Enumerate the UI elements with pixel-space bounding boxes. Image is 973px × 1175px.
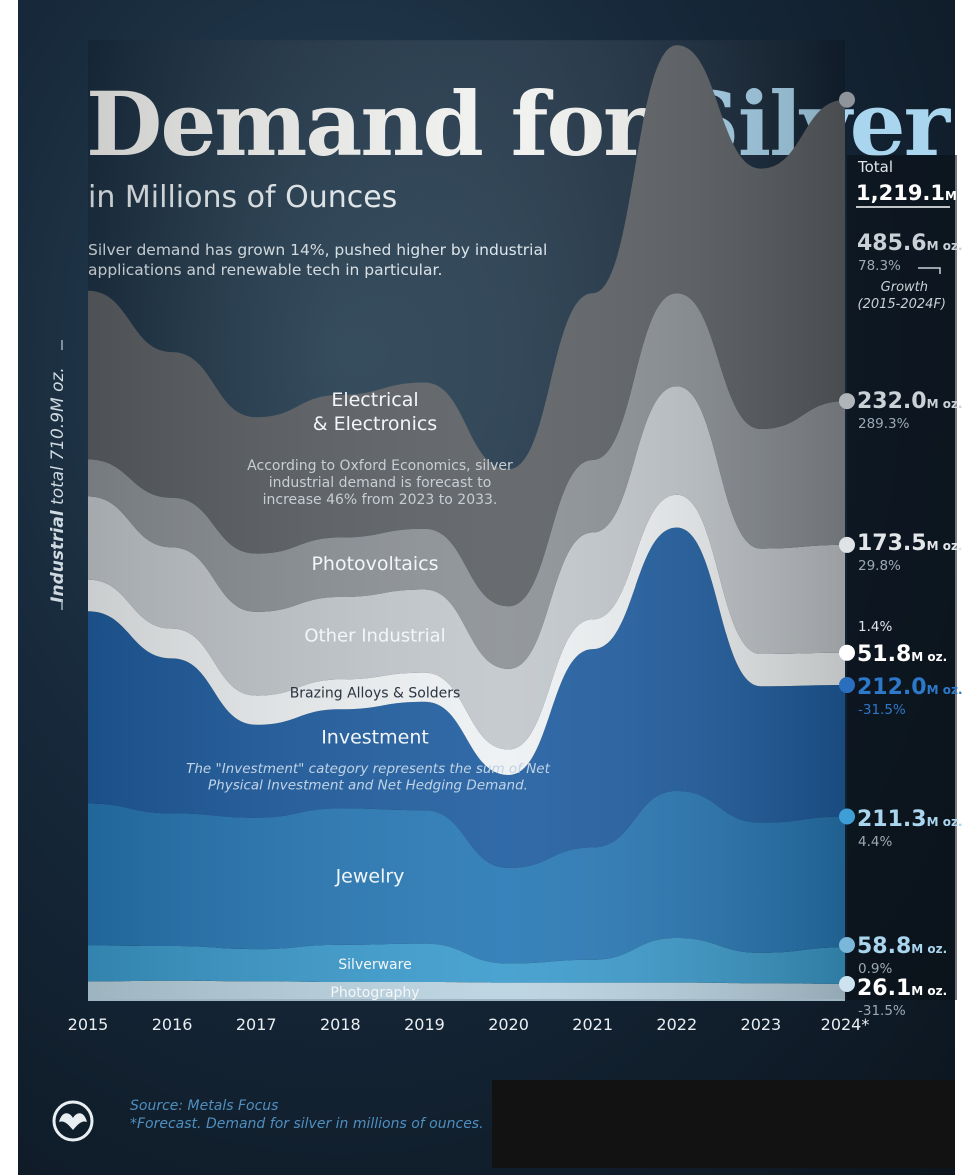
- x-tick-2021: 2021: [572, 1015, 613, 1034]
- x-tick-2017: 2017: [236, 1015, 277, 1034]
- x-tick-2018: 2018: [320, 1015, 361, 1034]
- label-photography: Photography: [330, 985, 419, 1001]
- end-dot-other_industrial: [839, 536, 855, 553]
- end-value-electrical: 485.6M oz.: [857, 231, 963, 256]
- label-line: Investment: [321, 727, 429, 749]
- end-value-investment: 212.0M oz.: [857, 675, 963, 700]
- end-value-photovoltaics: 232.0M oz.: [857, 389, 963, 414]
- source-line: Source: Metals Focus: [130, 1098, 279, 1114]
- end-growth-investment: -31.5%: [858, 702, 906, 718]
- label-line: Other Industrial: [304, 625, 445, 646]
- end-growth-other_industrial: 29.8%: [858, 558, 901, 574]
- right-frame-edge: [955, 0, 973, 1175]
- end-dot-jewelry: [839, 808, 855, 825]
- label-line: Silverware: [338, 957, 411, 973]
- left-frame-edge: [0, 0, 18, 1175]
- area-photography: [88, 980, 845, 1000]
- label-brazing: Brazing Alloys & Solders: [290, 685, 461, 701]
- label-line: & Electronics: [313, 413, 437, 435]
- label-electrical: Electrical & Electronics: [313, 389, 437, 435]
- electrical-annotation: According to Oxford Economics, silver ind…: [247, 458, 513, 508]
- growth-arrow-icon: [918, 267, 941, 274]
- label-line: Brazing Alloys & Solders: [290, 685, 461, 701]
- total-value: 1,219.1M oz.: [856, 181, 973, 205]
- x-tick-2019: 2019: [404, 1015, 445, 1034]
- total-label: Total: [857, 158, 893, 176]
- end-dot-photovoltaics: [839, 393, 855, 410]
- x-tick-2016: 2016: [152, 1015, 193, 1034]
- end-value-photography: 26.1M oz.: [857, 976, 947, 1001]
- label-line: Photovoltaics: [311, 553, 438, 575]
- investment-annotation: The "Investment" category represents the…: [186, 761, 551, 794]
- label-photovoltaics: Photovoltaics: [311, 553, 438, 575]
- end-dot-silverware: [839, 937, 855, 953]
- end-value-brazing: 51.8M oz.: [857, 642, 947, 667]
- end-value-silverware: 58.8M oz.: [857, 934, 947, 959]
- end-dot-photography: [839, 976, 855, 992]
- redacted-box: [492, 1080, 955, 1168]
- x-tick-2015: 2015: [68, 1015, 109, 1034]
- source-note: Source: Metals Focus *Forecast. Demand f…: [130, 1098, 484, 1133]
- end-growth-jewelry: 4.4%: [858, 834, 892, 850]
- label-investment: Investment: [321, 727, 429, 749]
- end-dot-brazing: [839, 644, 855, 661]
- label-jewelry: Jewelry: [335, 866, 405, 888]
- logo-icon: [52, 1100, 94, 1142]
- x-tick-2024: 2024*: [821, 1015, 870, 1034]
- legend-column: [847, 155, 957, 1000]
- end-value-jewelry: 211.3M oz.: [857, 807, 963, 832]
- label-line: Photography: [330, 985, 419, 1001]
- end-growth-photography: -31.5%: [858, 1003, 906, 1019]
- label-silverware: Silverware: [338, 957, 411, 973]
- label-line: Jewelry: [335, 866, 405, 888]
- label-line: Electrical: [331, 389, 418, 411]
- growth-label: Growth: [881, 280, 928, 295]
- label-other_industrial: Other Industrial: [304, 625, 445, 646]
- x-tick-2023: 2023: [741, 1015, 782, 1034]
- end-growth-photovoltaics: 289.3%: [858, 416, 910, 432]
- growth-period: (2015-2024F): [858, 297, 946, 312]
- end-growth-brazing: 1.4%: [858, 619, 892, 635]
- area-bands: [88, 45, 845, 1000]
- x-tick-2020: 2020: [488, 1015, 529, 1034]
- end-growth-silverware: 0.9%: [858, 961, 892, 977]
- end-dot-electrical: [839, 91, 855, 108]
- end-dot-investment: [839, 677, 855, 694]
- x-tick-2022: 2022: [656, 1015, 697, 1034]
- end-growth-electrical: 78.3%: [858, 258, 901, 274]
- forecast-note: *Forecast. Demand for silver in millions…: [130, 1115, 484, 1132]
- end-value-other_industrial: 173.5M oz.: [857, 531, 963, 556]
